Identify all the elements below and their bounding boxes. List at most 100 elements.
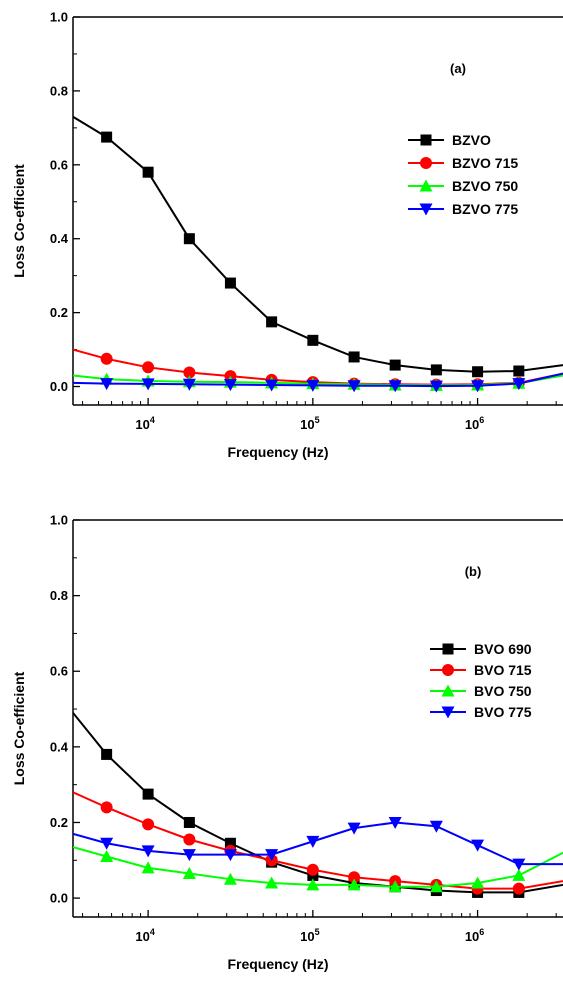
data-point [183, 833, 196, 846]
data-point [265, 379, 279, 392]
x-tick-label: 104 [135, 415, 154, 432]
data-point [512, 378, 526, 391]
data-point [430, 364, 442, 376]
data-point [348, 871, 361, 884]
data-point [306, 835, 320, 848]
chart-panel-1: 0.0 0.2 0.4 0.6 0.8 1.0 104 105 106 Frequency (Hz… [11, 10, 563, 460]
data-point [100, 352, 113, 365]
legend-marker [441, 706, 455, 719]
panel-label: (b) [465, 564, 482, 579]
legend-marker [419, 179, 433, 192]
data-point [224, 277, 236, 289]
data-point [223, 872, 237, 885]
y-axis-label: Loss Co-efficient [11, 671, 27, 785]
data-point [389, 359, 401, 371]
data-point [142, 818, 155, 831]
data-point [512, 868, 526, 881]
plot-area [73, 115, 563, 393]
data-point [348, 351, 360, 363]
legend-label: BVO 750 [474, 683, 532, 699]
data-point [388, 816, 402, 829]
x-axis-label: Frequency (Hz) [227, 444, 328, 460]
legend-label: BZVO 775 [452, 201, 518, 217]
data-point [141, 378, 155, 391]
legend-marker [442, 643, 454, 655]
data-point [429, 820, 443, 833]
legend: BZVO BZVO 715 BZVO 750 BZVO 775 [408, 132, 518, 217]
data-point [472, 366, 484, 378]
series-1 [73, 115, 563, 378]
data-point [142, 788, 154, 800]
legend-marker [420, 157, 432, 169]
data-point [513, 365, 525, 377]
legend-label: BZVO 715 [452, 155, 518, 171]
data-point [471, 380, 485, 393]
y-tick-label: 0.8 [50, 588, 68, 603]
data-point [141, 845, 155, 858]
data-point [512, 858, 526, 871]
x-tick-label: 106 [465, 415, 484, 432]
data-point [182, 867, 196, 880]
data-point [100, 837, 114, 850]
panel-label: (a) [450, 61, 466, 76]
x-tick-label: 106 [465, 927, 484, 944]
legend-marker [419, 203, 433, 216]
data-point [100, 850, 114, 863]
legend-label: BVO 690 [474, 641, 532, 657]
y-tick-label: 0.0 [50, 379, 68, 394]
data-point [182, 849, 196, 862]
data-point [388, 880, 402, 893]
data-point [429, 380, 443, 393]
data-point [429, 880, 443, 893]
data-point [307, 334, 319, 346]
data-point [183, 233, 195, 245]
data-point [141, 861, 155, 874]
legend-label: BVO 715 [474, 662, 532, 678]
data-point [306, 878, 320, 891]
data-point [183, 816, 195, 828]
x-axis-label: Frequency (Hz) [227, 956, 328, 972]
series-4 [73, 816, 563, 871]
y-tick-label: 0.2 [50, 305, 68, 320]
data-point [347, 380, 361, 393]
y-tick-label: 1.0 [50, 513, 68, 528]
legend-marker [420, 134, 432, 146]
series-3 [73, 846, 563, 893]
data-point [306, 379, 320, 392]
data-point [100, 801, 113, 814]
series-4 [73, 372, 563, 393]
data-point [182, 378, 196, 391]
data-point [471, 876, 485, 889]
data-point [266, 316, 278, 328]
x-tick-label: 105 [300, 415, 319, 432]
data-point [265, 876, 279, 889]
y-tick-label: 0.6 [50, 157, 68, 172]
y-tick-label: 0.0 [50, 891, 68, 906]
y-tick-label: 0.6 [50, 664, 68, 679]
data-point [347, 878, 361, 891]
y-tick-label: 1.0 [50, 10, 68, 25]
legend: BVO 690 BVO 715 BVO 750 BVO 775 [430, 641, 532, 720]
y-tick-label: 0.8 [50, 83, 68, 98]
legend-label: BZVO [452, 132, 491, 148]
x-tick-label: 105 [300, 927, 319, 944]
data-point [512, 882, 525, 895]
data-point [142, 361, 155, 374]
y-tick-label: 0.2 [50, 815, 68, 830]
legend-label: BZVO 750 [452, 178, 518, 194]
data-point [265, 849, 279, 862]
y-tick-label: 0.4 [50, 739, 69, 754]
data-point [347, 822, 361, 835]
data-point [101, 131, 113, 143]
data-point [388, 380, 402, 393]
data-point [306, 863, 319, 876]
data-point [101, 748, 113, 760]
legend-label: BVO 775 [474, 704, 532, 720]
data-point [223, 379, 237, 392]
x-tick-label: 104 [135, 927, 154, 944]
y-axis-label: Loss Co-efficient [11, 164, 27, 278]
data-point [142, 166, 154, 178]
data-point [100, 378, 114, 391]
data-point [183, 366, 196, 379]
